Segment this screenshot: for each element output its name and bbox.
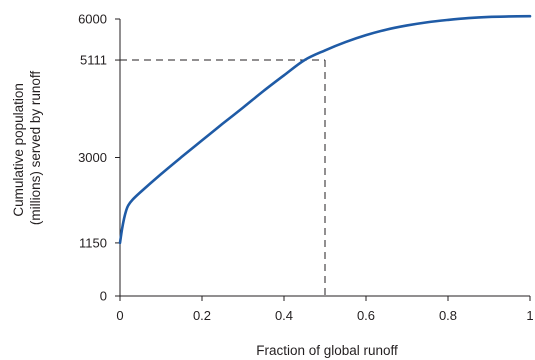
series-line [118, 14, 532, 245]
x-tick-label: 0.6 [357, 308, 375, 323]
y-tick-label: 3000 [78, 150, 107, 165]
y-axis-title-line-1: Cumulative population [11, 83, 26, 217]
x-tick-label: 0 [116, 308, 123, 323]
y-tick-label: 6000 [78, 12, 107, 27]
x-tick-label: 0.8 [439, 308, 457, 323]
y-tick-label: 1150 [79, 235, 107, 250]
x-axis-ticks: 0 0.2 0.4 0.6 0.8 1 [116, 296, 534, 323]
y-tick-label: 5111 [80, 53, 107, 68]
guide-lines [120, 59, 326, 296]
x-tick-label: 0.2 [193, 308, 211, 323]
y-tick-label: 0 [100, 289, 107, 304]
y-axis-ticks: 0 1150 3000 5111 6000 [78, 12, 120, 304]
x-axis-title: Fraction of global runoff [256, 343, 398, 358]
x-tick-label: 0.4 [275, 308, 293, 323]
x-tick-label: 1 [526, 308, 533, 323]
y-axis-title-line-2: (millions) served by runoff [28, 71, 43, 226]
y-axis-title: Cumulative population (millions) served … [11, 71, 43, 226]
series-group [118, 14, 532, 245]
